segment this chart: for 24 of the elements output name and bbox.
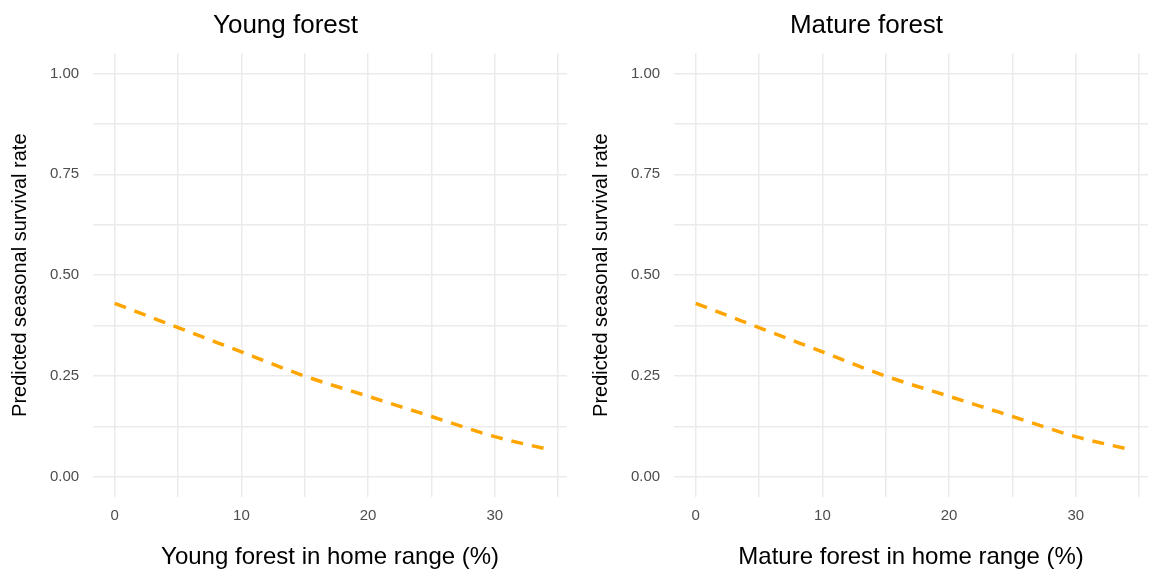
y-tick-label: 1.00 [630,63,661,81]
y-tick-label: 0.00 [49,467,80,485]
y-axis-title: Predicted seasonal survival rate [588,133,611,417]
y-tick-label: 0.75 [630,164,661,182]
x-tick-label: 30 [1067,506,1085,524]
y-tick-label: 0.75 [49,164,80,182]
x-tick-label: 30 [486,506,504,524]
y-tick-label: 0.50 [49,265,80,283]
y-tick-label: 1.00 [49,63,80,81]
y-tick-label: 0.50 [630,265,661,283]
chart-title: Mature forest [789,8,944,39]
x-axis-title: Young forest in home range (%) [161,542,500,570]
y-tick-label: 0.25 [630,366,661,384]
x-tick-label: 0 [691,506,700,524]
y-axis-title: Predicted seasonal survival rate [7,133,30,417]
chart-title: Young forest [212,8,359,39]
x-tick-label: 20 [940,506,958,524]
x-tick-label: 10 [814,506,831,524]
x-axis-title: Mature forest in home range (%) [738,542,1084,570]
x-tick-label: 0 [110,506,119,524]
y-tick-label: 0.25 [49,366,80,384]
x-tick-label: 10 [233,506,250,524]
x-tick-label: 20 [359,506,377,524]
y-tick-label: 0.00 [630,467,661,485]
